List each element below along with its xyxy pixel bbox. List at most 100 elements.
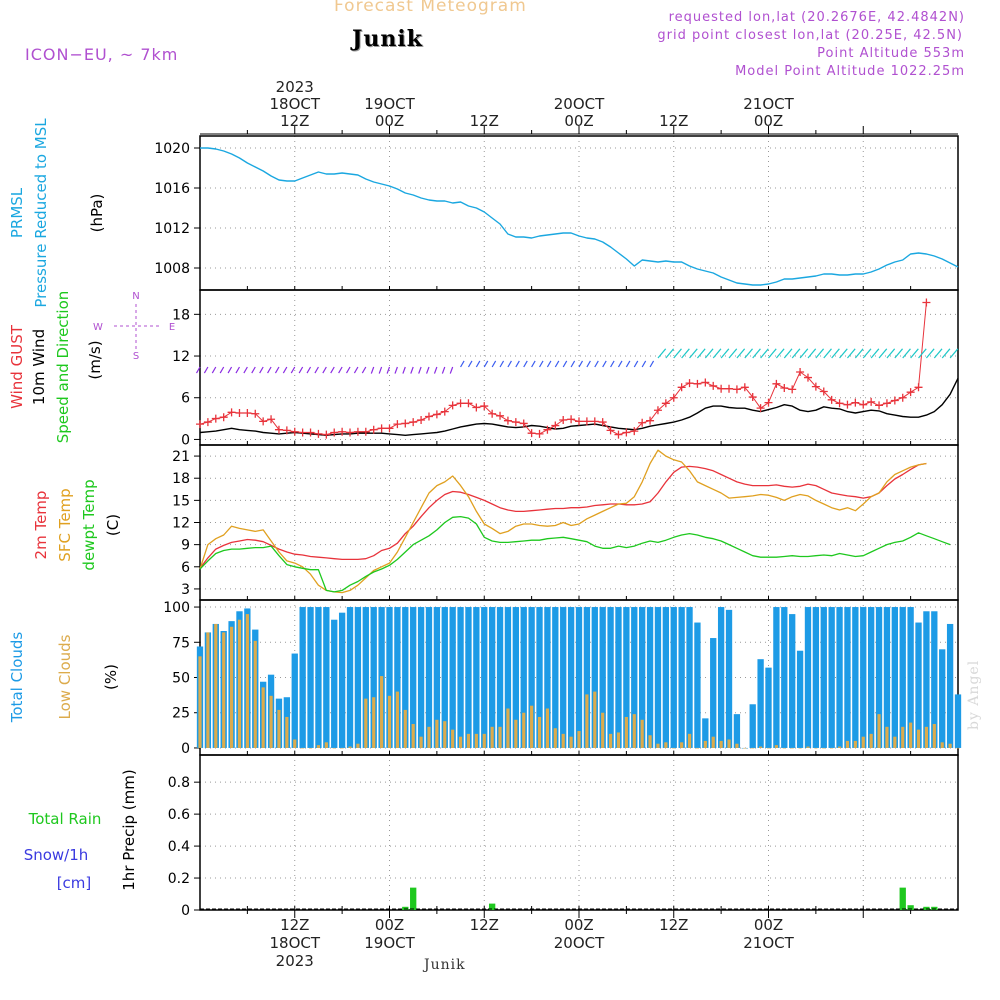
wind-barb xyxy=(775,348,785,359)
wind-barb xyxy=(689,348,698,359)
wind-barb xyxy=(578,360,584,368)
gust-marker xyxy=(827,395,836,404)
temp-ytick-label: 15 xyxy=(172,493,190,509)
total-cloud-bar xyxy=(370,607,377,748)
low-cloud-bar xyxy=(419,736,423,748)
gust-marker xyxy=(867,397,876,406)
low-cloud-bar xyxy=(474,733,478,748)
gust-marker xyxy=(243,409,252,418)
compass-south: S xyxy=(133,351,139,362)
gust-marker xyxy=(772,379,781,388)
low-cloud-bar xyxy=(545,708,549,748)
low-cloud-bar xyxy=(766,747,771,749)
dewpt-line xyxy=(199,515,951,593)
low-cloud-bar xyxy=(435,719,439,748)
total-cloud-bar xyxy=(504,607,512,748)
low-cloud-bar xyxy=(506,708,510,748)
wind-barb xyxy=(274,366,280,374)
top-time-label: 12Z xyxy=(280,112,309,130)
low-cloud-bar xyxy=(790,747,794,749)
rain-bar xyxy=(907,905,914,910)
low-cloud-bar xyxy=(585,694,589,748)
low-cloud-bar xyxy=(916,729,921,748)
total-clouds-label: Total Clouds xyxy=(8,632,26,724)
total-cloud-bar xyxy=(836,607,843,748)
low-cloud-bar xyxy=(466,733,471,748)
gust-label: Wind GUST xyxy=(8,324,26,409)
gust-marker xyxy=(267,415,276,424)
total-cloud-bar xyxy=(567,607,575,748)
wind-barb xyxy=(602,360,607,368)
gust-marker xyxy=(788,385,797,394)
low-cloud-bar xyxy=(198,656,202,748)
wind-barb xyxy=(886,348,896,359)
gust-marker xyxy=(890,396,899,405)
low-cloud-bar xyxy=(609,733,613,748)
low-cloud-bar xyxy=(214,623,218,748)
wind-barb xyxy=(562,360,568,368)
gust-marker xyxy=(796,368,805,377)
gust-marker xyxy=(780,384,789,393)
clouds-ytick-label: 50 xyxy=(172,671,190,687)
wind-barb xyxy=(846,348,856,359)
gust-marker xyxy=(519,419,528,428)
total-cloud-bar xyxy=(402,607,409,748)
gust-marker xyxy=(377,424,386,433)
wind-barb xyxy=(902,348,911,359)
gust-marker xyxy=(203,418,212,427)
gust-marker xyxy=(424,412,433,421)
wind-barb xyxy=(410,366,414,374)
wind-barb xyxy=(402,366,406,374)
low-cloud-bar xyxy=(806,746,810,748)
low-cloud-bar xyxy=(743,747,747,749)
low-cloud-bar xyxy=(798,747,802,749)
total-cloud-bar xyxy=(362,607,369,748)
low-cloud-bar xyxy=(924,726,928,748)
low-cloud-bar xyxy=(577,731,581,748)
low-cloud-bar xyxy=(640,719,644,748)
total-cloud-bar xyxy=(773,607,780,748)
total-cloud-bar xyxy=(954,694,962,748)
low-cloud-bar xyxy=(348,746,352,748)
rain-bar xyxy=(488,903,496,910)
gust-marker xyxy=(606,426,615,435)
rain-bar xyxy=(410,887,417,910)
total-cloud-bar xyxy=(441,607,448,748)
wind-barb xyxy=(760,348,769,359)
gust-marker xyxy=(251,409,260,418)
low-cloud-bar xyxy=(411,724,415,748)
gust-marker xyxy=(717,384,726,393)
gust-marker xyxy=(385,424,394,433)
gust-marker xyxy=(274,425,283,434)
gust-marker xyxy=(740,383,749,392)
total-cloud-bar xyxy=(417,607,425,748)
gust-marker xyxy=(630,427,639,436)
pressure-label: PRMSL xyxy=(8,187,26,238)
wind-barb xyxy=(949,348,959,359)
wind-barb xyxy=(681,348,690,359)
total-cloud-bar xyxy=(820,607,827,748)
total-cloud-bar xyxy=(757,659,764,748)
low-cloud-bar xyxy=(624,716,628,748)
gust-marker xyxy=(559,415,568,424)
low-cloud-bar xyxy=(285,716,289,748)
wind-barb xyxy=(736,348,746,359)
wind-barb xyxy=(657,348,667,359)
low-cloud-bar xyxy=(853,740,857,748)
clouds-ytick-label: 25 xyxy=(172,706,190,722)
bottom-time-label: 00Z xyxy=(564,916,593,934)
wind-barb xyxy=(712,348,722,359)
wind-barb xyxy=(523,360,528,368)
gust-marker xyxy=(677,383,686,392)
low-cloud-bar xyxy=(277,709,281,748)
wind-barb xyxy=(441,366,446,374)
gust-marker xyxy=(417,415,426,424)
total-cloud-bar xyxy=(686,607,693,748)
clouds-unit: (%) xyxy=(102,664,120,690)
low-cloud-bar xyxy=(932,724,936,748)
requested-coordinates: requested lon,lat (20.2676E, 42.4842N) xyxy=(668,10,965,25)
total-cloud-bar xyxy=(852,607,859,748)
total-cloud-bar xyxy=(338,612,346,748)
low-cloud-bar xyxy=(616,732,621,748)
